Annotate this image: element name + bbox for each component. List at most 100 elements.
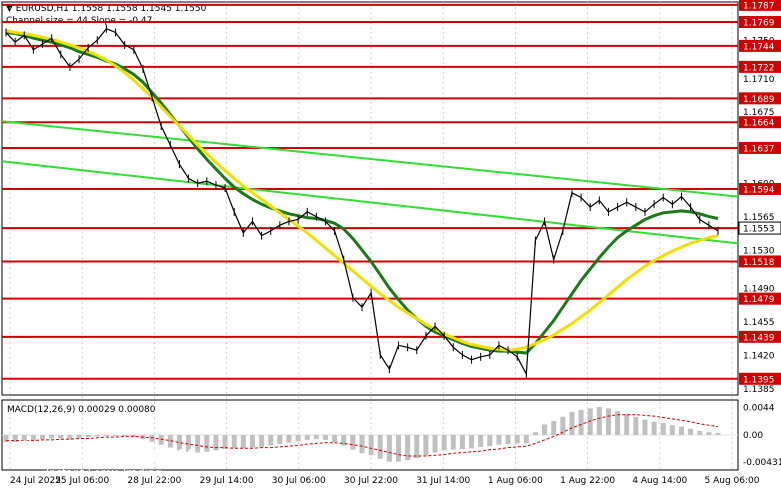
y-label-box [739, 255, 781, 268]
y-tick-label: 1.1385 [743, 385, 775, 395]
chart-header-channel: Channel size = 44 Slope = -0.47 [6, 16, 153, 26]
y-tick-label: 1.1710 [743, 75, 775, 85]
macd-histogram-bar [304, 435, 310, 440]
macd-histogram-bar [158, 435, 164, 445]
macd-histogram-bar [222, 435, 228, 449]
macd-histogram-bar [514, 435, 520, 444]
macd-histogram-bar [350, 435, 356, 450]
macd-histogram-bar [605, 408, 611, 435]
macd-histogram-bar [122, 435, 128, 436]
brand-name: instaforex [46, 440, 196, 470]
instaforex-logo: instaforex [10, 440, 195, 470]
y-label-box [739, 292, 781, 305]
macd-histogram-bar [423, 435, 429, 456]
macd-histogram-bar [414, 435, 420, 459]
macd-y-tick-label: 0.00 [743, 431, 763, 441]
y-label-box [739, 330, 781, 343]
y-tick-label: 1.1722 [743, 63, 775, 73]
y-label-box [739, 92, 781, 105]
y-tick-label: 1.1637 [743, 144, 775, 154]
y-tick-label: 1.1594 [743, 185, 775, 195]
macd-histogram-bar [478, 435, 484, 447]
macd-histogram-bar [113, 435, 119, 436]
macd-histogram-bar [523, 435, 529, 444]
macd-histogram-bar [30, 435, 36, 441]
macd-histogram-bar [532, 432, 538, 435]
y-label-box [739, 182, 781, 195]
macd-histogram-bar [715, 432, 721, 435]
macd-histogram-bar [386, 435, 392, 462]
y-tick-label: 1.1675 [743, 108, 775, 118]
x-tick-label: 29 Jul 14:00 [200, 476, 254, 486]
macd-histogram-bar [240, 435, 246, 449]
instaforex-logo-icon [10, 440, 40, 470]
x-tick-label: 30 Jul 22:00 [344, 476, 398, 486]
macd-histogram-bar [176, 435, 182, 451]
macd-histogram-bar [368, 435, 374, 456]
x-tick-label: 24 Jul 2025 [10, 476, 61, 486]
brand-tagline: Instant Forex Trading [46, 466, 162, 479]
macd-histogram-bar [21, 435, 27, 441]
macd-histogram-bar [286, 435, 292, 443]
macd-histogram-bar [615, 411, 621, 435]
x-tick-label: 1 Aug 22:00 [560, 476, 615, 486]
macd-histogram-bar [313, 435, 319, 440]
macd-histogram-bar [67, 435, 73, 440]
y-tick-label: 1.1689 [743, 95, 775, 105]
macd-histogram-bar [94, 435, 100, 437]
x-tick-label: 1 Aug 06:00 [488, 476, 543, 486]
channel-lower-line [1, 160, 739, 245]
y-label-box [739, 16, 781, 29]
macd-histogram-bar [596, 407, 602, 435]
y-label-box [739, 0, 781, 11]
macd-histogram-bar [651, 421, 657, 435]
y-tick-label: 1.1455 [743, 318, 775, 328]
macd-histogram-bar [697, 430, 703, 435]
macd-histogram-bar [405, 435, 411, 461]
x-tick-label: 28 Jul 22:00 [127, 476, 181, 486]
macd-histogram-bar [578, 409, 584, 435]
macd-histogram-bar [669, 425, 675, 435]
y-tick-label: 1.1553 [743, 225, 775, 235]
macd-histogram-bar [213, 435, 219, 451]
macd-y-tick-label: -0.00431 [743, 458, 781, 468]
macd-histogram-bar [551, 421, 557, 435]
macd-histogram-bar [469, 435, 475, 449]
macd-y-tick-label: 0.0044 [743, 403, 775, 413]
y-label-box [739, 60, 781, 73]
macd-histogram-bar [149, 435, 155, 442]
macd-histogram-bar [450, 435, 456, 450]
macd-histogram-bar [249, 435, 255, 448]
moving-average-2 [5, 29, 719, 352]
macd-histogram-bar [76, 435, 82, 438]
y-tick-label: 1.1787 [743, 1, 775, 11]
macd-histogram-bar [322, 435, 328, 440]
macd-histogram-bar [195, 435, 201, 453]
macd-histogram-bar [496, 435, 502, 445]
macd-histogram-bar [396, 435, 402, 462]
y-tick-label: 1.1664 [743, 119, 775, 129]
y-tick-label: 1.1439 [743, 333, 775, 343]
y-tick-label: 1.1490 [743, 285, 775, 295]
macd-histogram-bar [85, 435, 91, 438]
y-label-box [739, 141, 781, 154]
y-tick-label: 1.1769 [743, 19, 775, 29]
macd-histogram-bar [268, 435, 274, 446]
macd-histogram-bar [624, 414, 630, 435]
y-tick-label: 1.1565 [743, 213, 775, 223]
y-tick-label: 1.1420 [743, 351, 775, 361]
y-label-box [739, 39, 781, 52]
macd-histogram-bar [259, 435, 265, 447]
chart-header-symbol: ▼ EURUSD,H1 1.1558 1.1558 1.1545 1.1550 [6, 4, 207, 14]
macd-histogram-bar [204, 435, 210, 452]
instaforex-watermark: instaforex Instant Forex Trading [10, 440, 195, 479]
macd-histogram-bar [3, 435, 9, 442]
macd-signal-line [6, 414, 719, 457]
macd-histogram-bar [40, 435, 46, 440]
macd-histogram-bar [505, 435, 511, 445]
x-tick-label: 31 Jul 14:00 [416, 476, 470, 486]
y-tick-label: 1.1530 [743, 247, 775, 257]
macd-histogram-bar [186, 435, 192, 452]
macd-histogram-bar [377, 435, 383, 459]
